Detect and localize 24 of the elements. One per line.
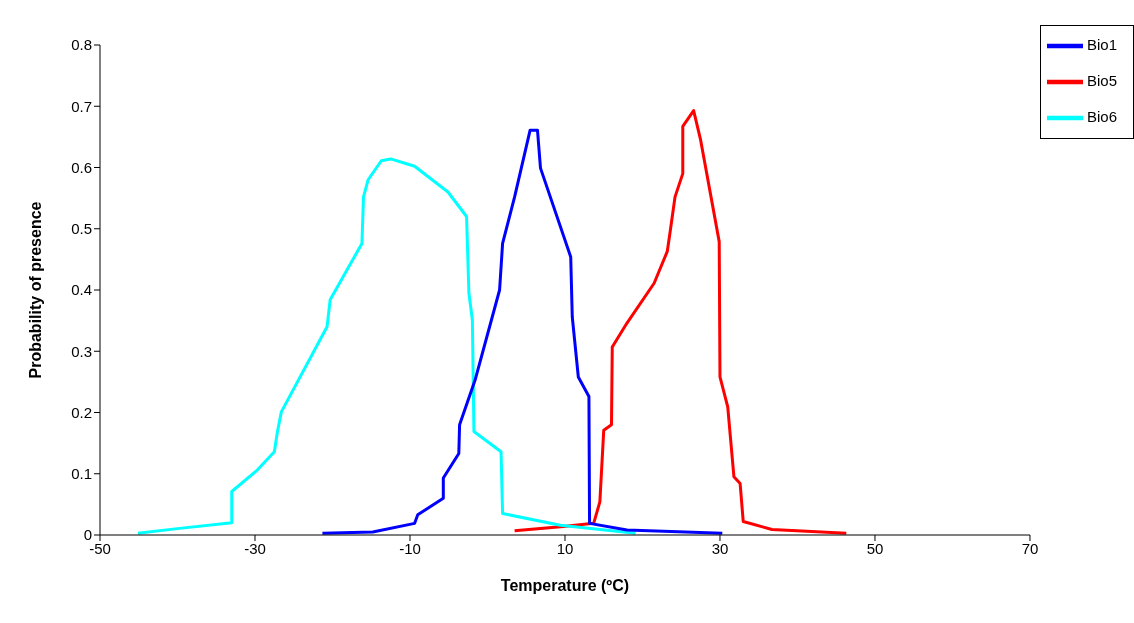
y-tick-label: 0.6 [71,158,92,176]
legend-label: Bio5 [1086,71,1117,89]
legend-label: Bio1 [1086,35,1117,53]
line-series [136,157,638,535]
y-tick-label: 0.8 [71,36,92,54]
x-tick-label: 10 [556,539,574,557]
y-tick-label: 0 [83,526,92,544]
line-series [320,128,724,535]
x-tick-label: -10 [399,539,421,557]
line-series [513,109,848,535]
y-tick-label: 0.3 [71,342,92,360]
x-tick-label: 50 [866,539,884,557]
y-tick-label: 0.4 [71,281,92,299]
x-tick-label: 70 [1021,539,1039,557]
x-tick-label: -50 [89,539,111,557]
y-tick-label: 0.7 [71,97,92,115]
y-tick-label: 0.5 [71,220,92,238]
x-tick-label: 30 [711,539,729,557]
y-axis-title: Probability of presence [26,201,44,379]
legend-label: Bio6 [1086,107,1117,125]
y-tick-label: 0.2 [71,403,92,421]
y-tick-label: 0.1 [71,465,92,483]
x-tick-label: -30 [244,539,266,557]
x-axis-title: Temperature (ºC) [500,577,630,594]
